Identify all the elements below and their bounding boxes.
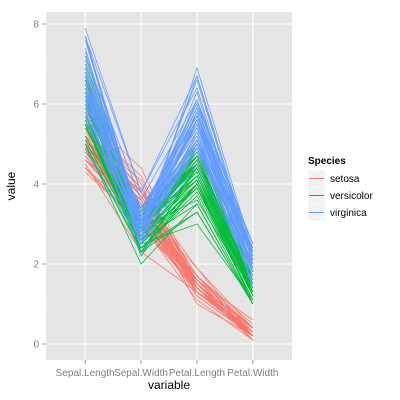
x-axis-title: variable	[148, 378, 190, 392]
y-tick-label: 8	[33, 20, 39, 31]
y-tick-label: 4	[33, 180, 39, 191]
data-line-virginica	[84, 35, 254, 257]
x-tick-label: Sepal.Length	[56, 368, 115, 379]
legend-label: versicolor	[330, 191, 373, 202]
data-line-virginica	[84, 75, 254, 249]
x-tick-label: Petal.Length	[169, 368, 225, 379]
data-line-versicolor	[84, 139, 254, 301]
legend-item-setosa: setosa	[307, 169, 360, 188]
data-line-virginica	[84, 87, 254, 257]
data-line-virginica	[84, 75, 254, 245]
legend-item-versicolor: versicolor	[307, 186, 373, 205]
data-line-virginica	[84, 107, 254, 273]
y-tick-label: 2	[33, 260, 39, 271]
x-axis: Sepal.Length Sepal.Width Petal.Length Petal…	[56, 360, 278, 379]
y-axis: 0 2 4 6 8	[33, 20, 46, 351]
legend-label: setosa	[330, 174, 360, 185]
series-virginica	[84, 27, 254, 289]
legend-label: virginica	[330, 208, 367, 219]
data-line-versicolor	[84, 123, 254, 293]
data-line-virginica	[84, 111, 254, 269]
data-line-versicolor	[84, 123, 254, 305]
data-line-virginica	[84, 95, 254, 253]
data-line-virginica	[84, 35, 254, 265]
legend: Species setosa versicolor virginica	[307, 156, 373, 222]
y-tick-label: 0	[33, 340, 39, 351]
data-line-virginica	[84, 55, 254, 245]
data-line-virginica	[84, 147, 254, 277]
x-tick-label: Petal.Width	[227, 368, 278, 379]
data-lines	[84, 27, 254, 341]
y-tick-label: 6	[33, 100, 39, 111]
legend-items: setosa versicolor virginica	[307, 169, 373, 222]
data-line-versicolor	[84, 143, 254, 305]
x-tick-label: Sepal.Width	[114, 368, 168, 379]
data-line-virginica	[84, 103, 254, 285]
data-line-virginica	[84, 83, 254, 265]
legend-item-virginica: virginica	[307, 203, 367, 222]
legend-title: Species	[308, 156, 346, 167]
y-axis-title: value	[4, 171, 18, 200]
